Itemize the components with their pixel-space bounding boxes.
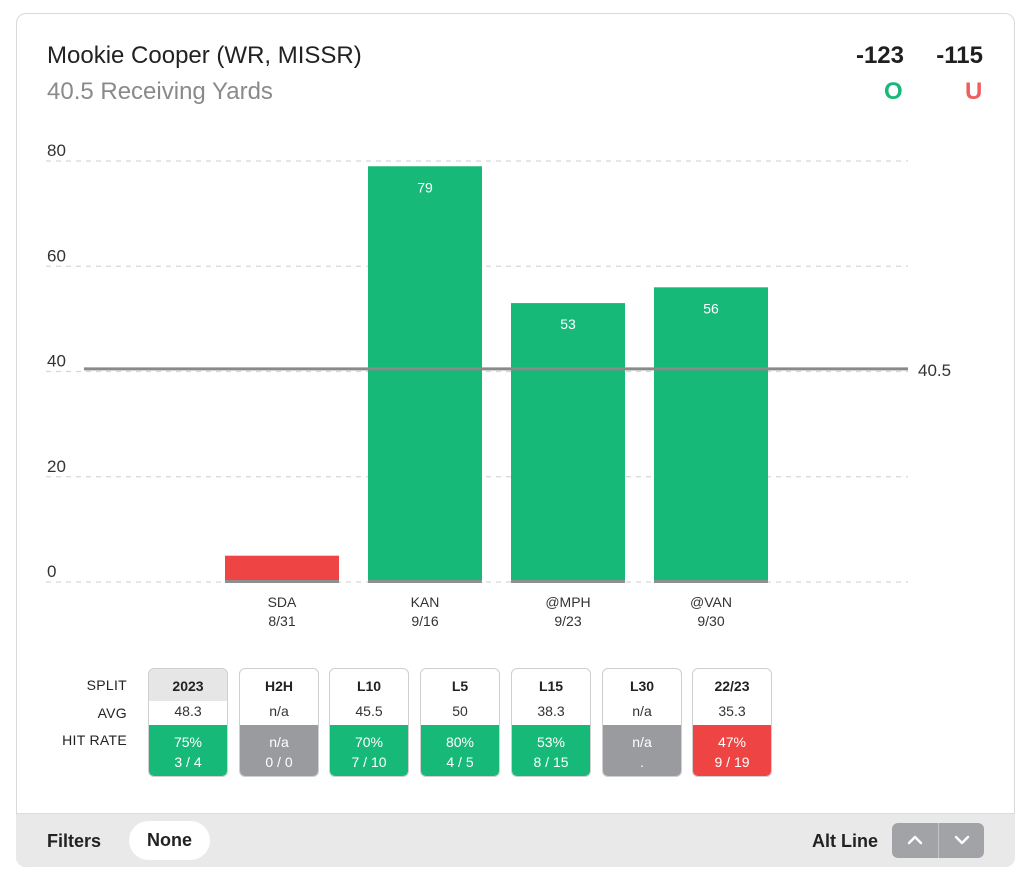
filter-selector[interactable]: None (129, 821, 210, 860)
hit-rate-percent: n/a (269, 734, 289, 750)
hit-rate-record: 4 / 5 (446, 754, 474, 770)
bar-baseline (368, 580, 482, 583)
x-tick-label: @VAN (690, 594, 732, 610)
split-name: L15 (538, 678, 564, 694)
split-hit-rate: 70% 7 / 10 (330, 725, 408, 776)
filters-bar: Filters None Alt Line (16, 813, 1015, 867)
split-card-l15[interactable]: L15 38.3 53% 8 / 15 (511, 668, 591, 777)
split-card-l10[interactable]: L10 45.5 70% 7 / 10 (329, 668, 409, 777)
split-hit-rate: n/a 0 / 0 (240, 725, 318, 776)
hit-rate-percent: 80% (445, 734, 475, 750)
x-tick-label: KAN (411, 594, 440, 610)
split-average: 45.5 (355, 703, 383, 719)
data-label: 79 (417, 179, 433, 195)
prop-line-label: 40.5 (918, 361, 951, 380)
bar-baseline (654, 580, 768, 583)
x-tick-date: 9/30 (697, 613, 724, 629)
hit-rate-percent: 53% (536, 734, 566, 750)
x-tick-date: 9/16 (411, 613, 438, 629)
alt-line-down-button[interactable] (938, 823, 984, 858)
hit-rate-record: 0 / 0 (265, 754, 293, 770)
avg-row-label: AVG (97, 705, 127, 721)
hit-rate-percent: n/a (632, 734, 652, 750)
split-hit-rate: 75% 3 / 4 (149, 725, 227, 776)
hit-rate-percent: 47% (717, 734, 747, 750)
split-hit-rate: 47% 9 / 19 (693, 725, 771, 776)
alt-line-up-button[interactable] (892, 823, 938, 858)
filters-label: Filters (47, 831, 102, 851)
x-tick-date: 8/31 (268, 613, 295, 629)
x-tick-label: @MPH (545, 594, 590, 610)
y-tick-label: 20 (47, 457, 66, 476)
split-card-2023[interactable]: 2023 48.3 75% 3 / 4 (148, 668, 228, 777)
hit-rate-record: . (640, 754, 644, 770)
over-label[interactable]: O (884, 78, 903, 105)
data-label: 53 (560, 316, 576, 332)
alt-line-label: Alt Line (812, 831, 878, 851)
x-tick-label: SDA (268, 594, 297, 610)
splits-table: SPLIT AVG HIT RATE 2023 48.3 75% 3 / 4 H2H n/… (0, 668, 1024, 778)
bar (654, 287, 768, 582)
under-label[interactable]: U (965, 78, 983, 105)
bar (368, 166, 482, 582)
split-name: 22/23 (714, 678, 750, 694)
x-tick-date: 9/23 (554, 613, 581, 629)
bar-baseline (225, 580, 339, 583)
split-name: L10 (356, 678, 382, 694)
split-hit-rate: 53% 8 / 15 (512, 725, 590, 776)
bar-baseline (511, 580, 625, 583)
bar (511, 303, 625, 582)
split-average: 35.3 (718, 703, 746, 719)
split-average: 50 (452, 703, 468, 719)
split-card-l30[interactable]: L30 n/a n/a. (602, 668, 682, 777)
split-card-l5[interactable]: L5 50 80% 4 / 5 (420, 668, 500, 777)
hit-rate-record: 9 / 19 (714, 754, 750, 770)
alt-line-stepper (892, 823, 984, 858)
y-tick-label: 0 (47, 562, 56, 581)
split-name: 2023 (149, 669, 227, 701)
y-tick-label: 80 (47, 141, 66, 160)
prop-line: 40.5 Receiving Yards (47, 78, 273, 105)
split-name: L5 (451, 678, 469, 694)
hit-rate-record: 7 / 10 (351, 754, 387, 770)
hit-rate-record: 3 / 4 (174, 754, 202, 770)
chevron-down-icon (954, 835, 970, 845)
game-log-chart: 0 20 40 60 80 SDA 8/31 79 KAN 9/16 53 @MPH 9/23 56 @VA… (46, 141, 951, 629)
split-average: 38.3 (537, 703, 565, 719)
split-average: n/a (632, 703, 652, 719)
under-odds[interactable]: -115 (936, 42, 983, 69)
chevron-up-icon (907, 835, 923, 845)
split-card-h2h[interactable]: H2H n/a n/a 0 / 0 (239, 668, 319, 777)
y-tick-label: 40 (47, 352, 66, 371)
split-average: 48.3 (174, 703, 202, 719)
hit-rate-percent: 75% (173, 734, 203, 750)
split-card-22-23[interactable]: 22/23 35.3 47% 9 / 19 (692, 668, 772, 777)
player-name: Mookie Cooper (WR, MISSR) (47, 42, 362, 69)
over-odds[interactable]: -123 (855, 42, 904, 69)
bar (225, 555, 339, 582)
hit-rate-record: 8 / 15 (533, 754, 569, 770)
split-average: n/a (269, 703, 289, 719)
split-name: L30 (629, 678, 655, 694)
hit-rate-row-label: HIT RATE (62, 732, 127, 748)
data-label: 56 (703, 300, 719, 316)
hit-rate-percent: 70% (354, 734, 384, 750)
split-hit-rate: n/a. (603, 725, 681, 776)
split-hit-rate: 80% 4 / 5 (421, 725, 499, 776)
split-row-label: SPLIT (86, 677, 127, 693)
split-name: H2H (264, 678, 293, 694)
y-tick-label: 60 (47, 246, 66, 265)
